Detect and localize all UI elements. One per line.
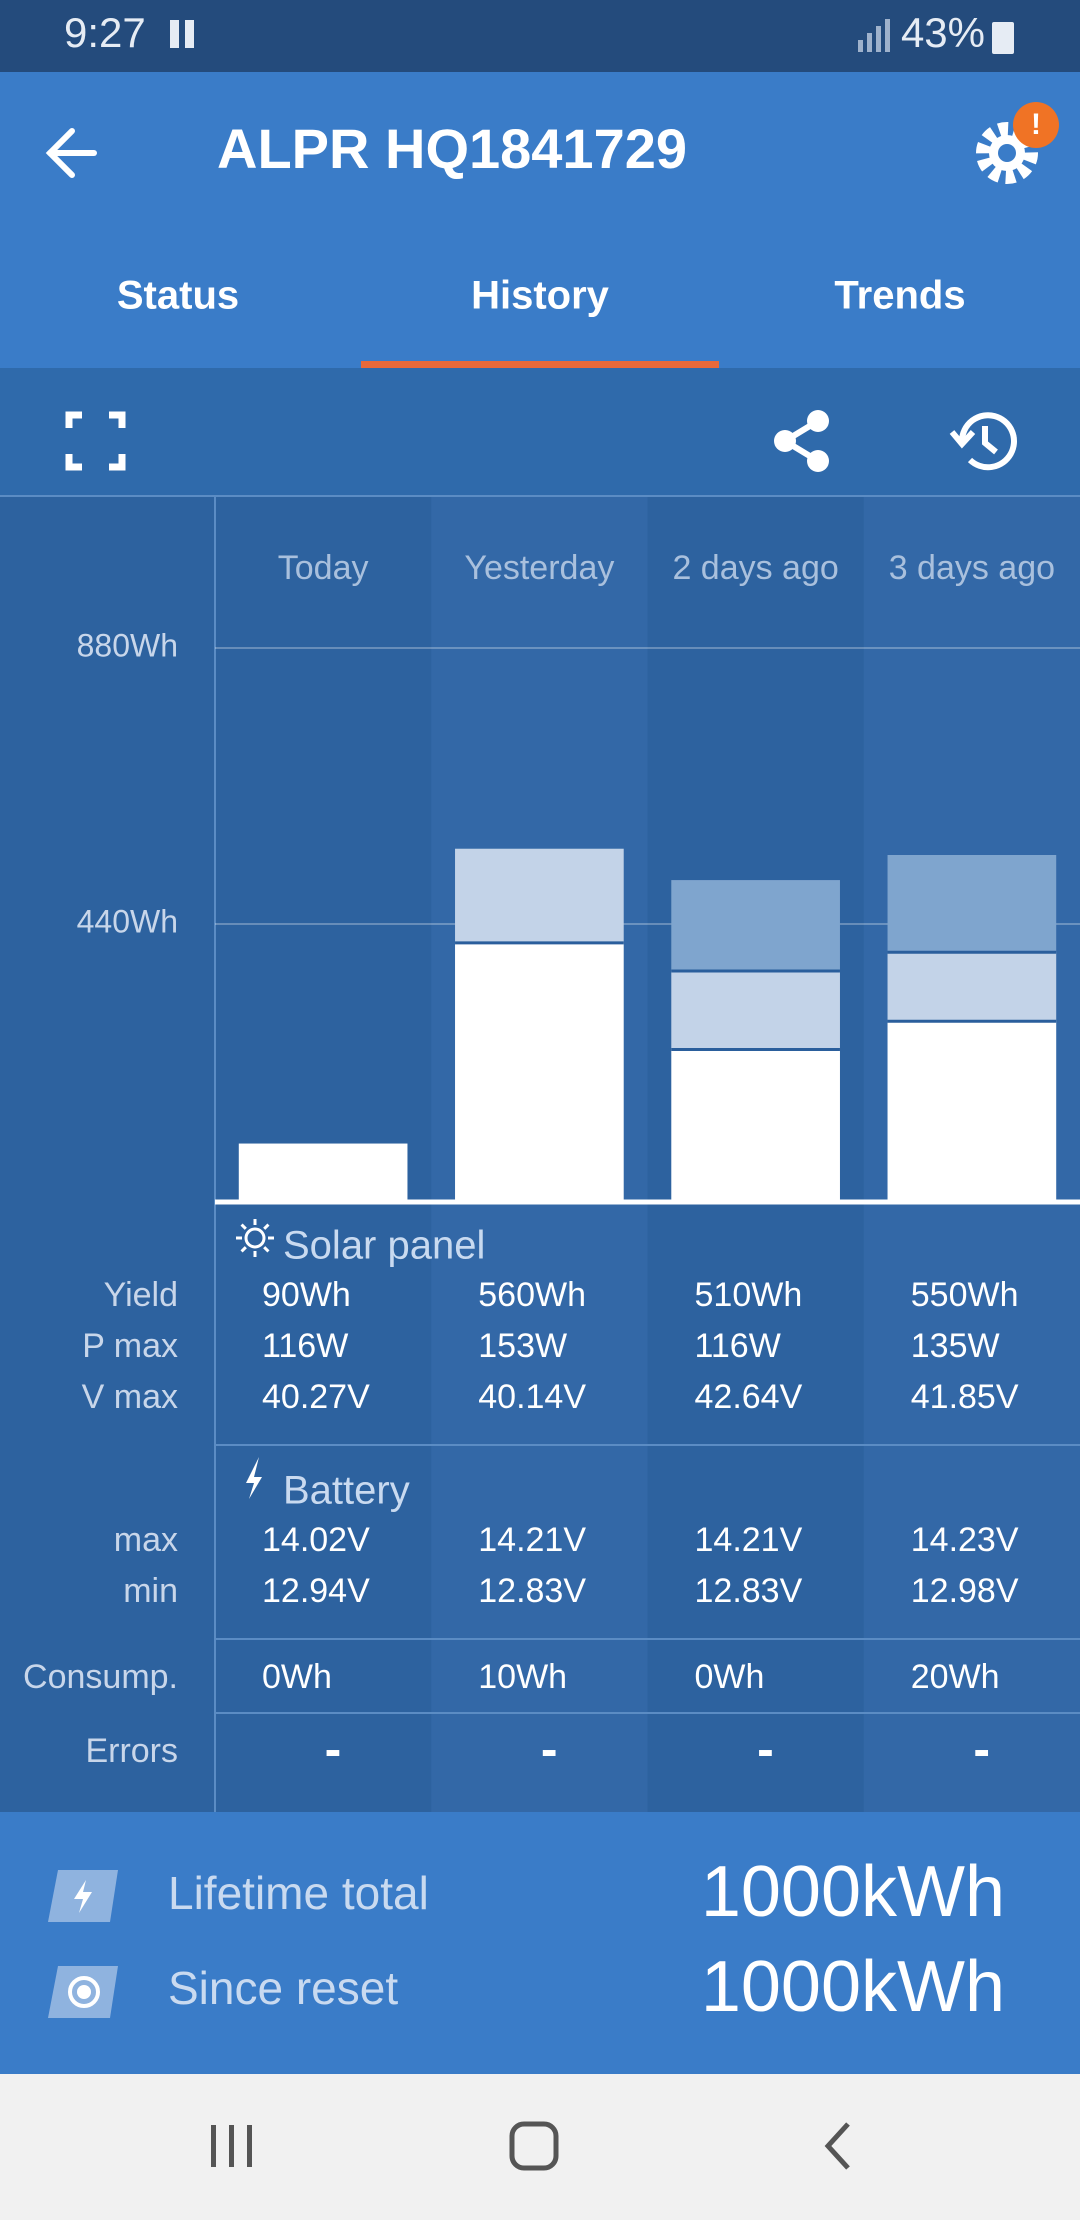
bar-segment: [887, 855, 1057, 953]
status-bar: [0, 0, 1080, 72]
sun-ray: [240, 1223, 247, 1230]
sun-icon: [236, 1219, 274, 1257]
cell-value: 14.23V: [911, 1521, 1019, 1559]
bolt-icon: [246, 1457, 262, 1499]
tab[interactable]: Trends: [834, 274, 965, 318]
status-icon: [170, 20, 179, 48]
cell-value: 153W: [478, 1327, 567, 1365]
tab[interactable]: Status: [117, 274, 239, 318]
status-battery: 43%: [901, 9, 985, 56]
sun-ray: [263, 1246, 270, 1253]
cell-value: 12.94V: [262, 1572, 370, 1610]
total-label: Lifetime total: [168, 1867, 429, 1919]
row-label: min: [123, 1572, 178, 1610]
settings-badge: !: [1031, 108, 1041, 141]
history-chart: Today Yesterday 2 days ago 3 days ago 440Wh 8…: [0, 496, 1080, 1812]
cell-value: 116W: [695, 1327, 781, 1365]
sun-ray: [263, 1223, 270, 1230]
cell-value: 20Wh: [911, 1658, 1000, 1696]
bar-segment: [455, 848, 624, 943]
cell-value: 12.83V: [478, 1572, 586, 1610]
cell-value: 40.27V: [262, 1378, 370, 1416]
battery-icon: [992, 22, 1014, 54]
nav-bar: [0, 2074, 1080, 2220]
app-header: [0, 72, 1080, 368]
fullscreen-button[interactable]: [65, 411, 126, 471]
reset-icon: [48, 1966, 118, 2018]
cell-value: 14.21V: [695, 1521, 803, 1559]
x-tick-label: Yesterday: [464, 549, 614, 587]
cell-value: -: [757, 1721, 774, 1777]
cell-value: 42.64V: [695, 1378, 803, 1416]
total-value: 1000kWh: [701, 1947, 1005, 2027]
row-label: Consump.: [23, 1658, 178, 1696]
bar-segment: [887, 952, 1057, 1022]
row-label: Errors: [85, 1732, 178, 1770]
cell-value: 510Wh: [695, 1276, 803, 1314]
settings-button[interactable]: !: [976, 102, 1059, 184]
bar-segment: [671, 971, 840, 1050]
bar-segment: [238, 1143, 408, 1200]
cell-value: -: [541, 1721, 558, 1777]
home-button[interactable]: [509, 2121, 559, 2171]
status-icon: [185, 20, 194, 48]
x-tick-label: Today: [278, 549, 369, 587]
cell-value: 12.83V: [695, 1572, 803, 1610]
x-tick-label: 3 days ago: [889, 549, 1055, 587]
cell-value: 12.98V: [911, 1572, 1019, 1610]
bar-segment: [887, 1021, 1057, 1200]
cell-value: 40.14V: [478, 1378, 586, 1416]
tab[interactable]: History: [471, 274, 610, 318]
section-title: Battery: [283, 1469, 410, 1513]
nav-back-button[interactable]: [824, 2122, 850, 2170]
history-button[interactable]: [949, 412, 1017, 471]
sun-core: [244, 1227, 266, 1249]
cell-value: -: [973, 1721, 990, 1777]
x-tick-label: 2 days ago: [672, 549, 838, 587]
cell-value: 14.02V: [262, 1521, 370, 1559]
y-tick-label: 880Wh: [77, 627, 178, 663]
cell-value: 90Wh: [262, 1276, 351, 1314]
total-value: 1000kWh: [701, 1852, 1005, 1932]
sun-ray: [240, 1246, 247, 1253]
status-time: 9:27: [64, 9, 146, 56]
cell-value: 41.85V: [911, 1378, 1019, 1416]
cell-value: 116W: [262, 1327, 348, 1365]
lifetime-icon: [48, 1870, 118, 1922]
tab-indicator: [361, 361, 719, 368]
row-label: P max: [82, 1327, 178, 1365]
row-label: max: [114, 1521, 178, 1559]
device-title: ALPR HQ1841729: [217, 117, 687, 180]
bar-segment: [671, 880, 840, 972]
cell-value: 10Wh: [478, 1658, 567, 1696]
back-button[interactable]: [45, 128, 97, 178]
y-tick-label: 440Wh: [77, 903, 178, 939]
bar-segment: [671, 1049, 840, 1200]
cell-value: 560Wh: [478, 1276, 586, 1314]
cell-value: 14.21V: [478, 1521, 586, 1559]
section-title: Solar panel: [283, 1224, 485, 1268]
bar-segment: [455, 942, 624, 1200]
recents-button[interactable]: [211, 2125, 252, 2167]
toolbar: [0, 368, 1080, 496]
signal-icon: [858, 19, 890, 52]
cell-value: -: [325, 1721, 342, 1777]
cell-value: 135W: [911, 1327, 1000, 1365]
label-column: [0, 497, 215, 1812]
total-label: Since reset: [168, 1962, 398, 2014]
row-label: Yield: [104, 1276, 178, 1314]
cell-value: 0Wh: [262, 1658, 332, 1696]
cell-value: 550Wh: [911, 1276, 1019, 1314]
share-button[interactable]: [774, 410, 829, 472]
row-label: V max: [82, 1378, 178, 1416]
totals-panel: [0, 1812, 1080, 2074]
cell-value: 0Wh: [695, 1658, 765, 1696]
